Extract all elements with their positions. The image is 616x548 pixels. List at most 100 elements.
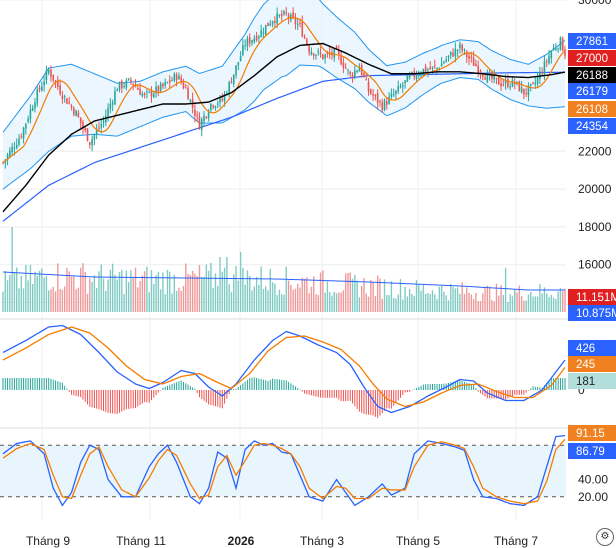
volume-bar [527, 294, 530, 312]
candle-body [518, 81, 521, 92]
macd-histogram-bar [219, 390, 221, 408]
volume-bar [70, 276, 73, 312]
candle-body [70, 105, 73, 108]
candle-body [84, 127, 87, 131]
volume-bar [516, 292, 518, 312]
ma-long-line [2, 71, 566, 222]
macd-histogram-bar [276, 379, 278, 390]
volume-bar [530, 291, 532, 312]
volume-bar [514, 289, 516, 312]
macd-histogram-bar [500, 390, 502, 399]
value-tags: 27861 27000 26188 26179 26108 24354 11.151M 10.… [568, 33, 616, 459]
volume-bar [404, 286, 406, 312]
time-tick-label: Tháng 11 [116, 534, 166, 548]
volume-bar [484, 286, 486, 312]
macd-histogram-bar [155, 390, 157, 396]
macd-histogram-bar [422, 384, 424, 390]
candle-body [143, 93, 146, 95]
candle-body [168, 80, 171, 83]
macd-histogram-bar [356, 390, 358, 409]
macd-histogram-bar [208, 390, 210, 405]
volume-bar [475, 292, 477, 312]
value-tag-box [568, 33, 616, 49]
candle-body [187, 88, 189, 100]
volume-bar [509, 294, 511, 312]
macd-histogram-bar [185, 383, 187, 390]
candle-body [420, 73, 422, 77]
candle-body [61, 95, 64, 100]
candle [264, 24, 267, 36]
macd-histogram-bar [534, 386, 536, 390]
volume-bar [244, 284, 246, 312]
macd-histogram-bar [182, 381, 184, 390]
volume-bar [13, 272, 16, 312]
macd-histogram-bar [119, 390, 121, 413]
candle [545, 58, 548, 67]
volume-bar [201, 277, 203, 312]
candle-body [258, 36, 260, 39]
candle [221, 93, 224, 103]
candle-body [269, 24, 272, 26]
candle-body [152, 93, 155, 98]
volume-bar [121, 269, 123, 312]
candle [203, 111, 205, 126]
candle-body [285, 12, 288, 14]
candle [237, 61, 240, 71]
candle-body [497, 76, 500, 85]
candle-body [173, 73, 176, 81]
macd-histogram-bar [230, 389, 232, 390]
macd-histogram-bar [43, 378, 45, 390]
candle-body [6, 154, 9, 161]
value-tag: 91.15 [568, 425, 616, 441]
macd-histogram-bar [358, 390, 360, 412]
candle [561, 36, 564, 52]
candle-body [180, 77, 182, 83]
volume-bar [306, 277, 308, 312]
candle [456, 49, 459, 57]
candle [424, 63, 427, 73]
macd-histogram-bar [50, 378, 52, 390]
volume-bar [66, 267, 68, 312]
macd-histogram-bar [320, 390, 322, 398]
candle-body [427, 69, 429, 71]
candle-body [100, 124, 103, 128]
macd-histogram-bar [68, 390, 70, 392]
macd-histogram-bar [265, 380, 267, 390]
candle [447, 55, 450, 62]
volume-bar [159, 289, 162, 312]
candle [194, 104, 196, 123]
volume-bar [34, 271, 36, 312]
gear-icon[interactable]: ⚙ [596, 528, 614, 546]
macd-histogram-bar [463, 381, 465, 390]
candle-body [184, 87, 187, 89]
volume-bar [436, 299, 438, 312]
candle-body [561, 38, 564, 51]
candle-body [141, 93, 144, 96]
macd-histogram-bar [306, 390, 308, 395]
candle [235, 65, 237, 79]
volume-bar [349, 272, 351, 312]
candle-body [86, 128, 89, 142]
volume-bar [278, 289, 281, 312]
time-tick-label: Tháng 3 [300, 534, 344, 548]
candle [182, 78, 185, 90]
macd-histogram-bar [281, 379, 283, 390]
volume-bar [328, 292, 331, 312]
candle-body [68, 102, 71, 104]
candle [152, 91, 155, 99]
volume-bar [36, 275, 38, 312]
candle [527, 82, 530, 102]
candle-body [262, 32, 265, 34]
candle [502, 79, 505, 87]
value-tag-box [568, 425, 616, 441]
candle-body [376, 93, 379, 103]
candle-body [461, 45, 463, 51]
macd-histogram-bar [548, 380, 550, 390]
candle-body [164, 82, 167, 86]
macd-histogram-bar [139, 390, 141, 405]
candle-body [349, 72, 352, 75]
macd-histogram-bar [144, 390, 146, 402]
candle-body [134, 85, 137, 87]
candle-body [511, 79, 514, 87]
